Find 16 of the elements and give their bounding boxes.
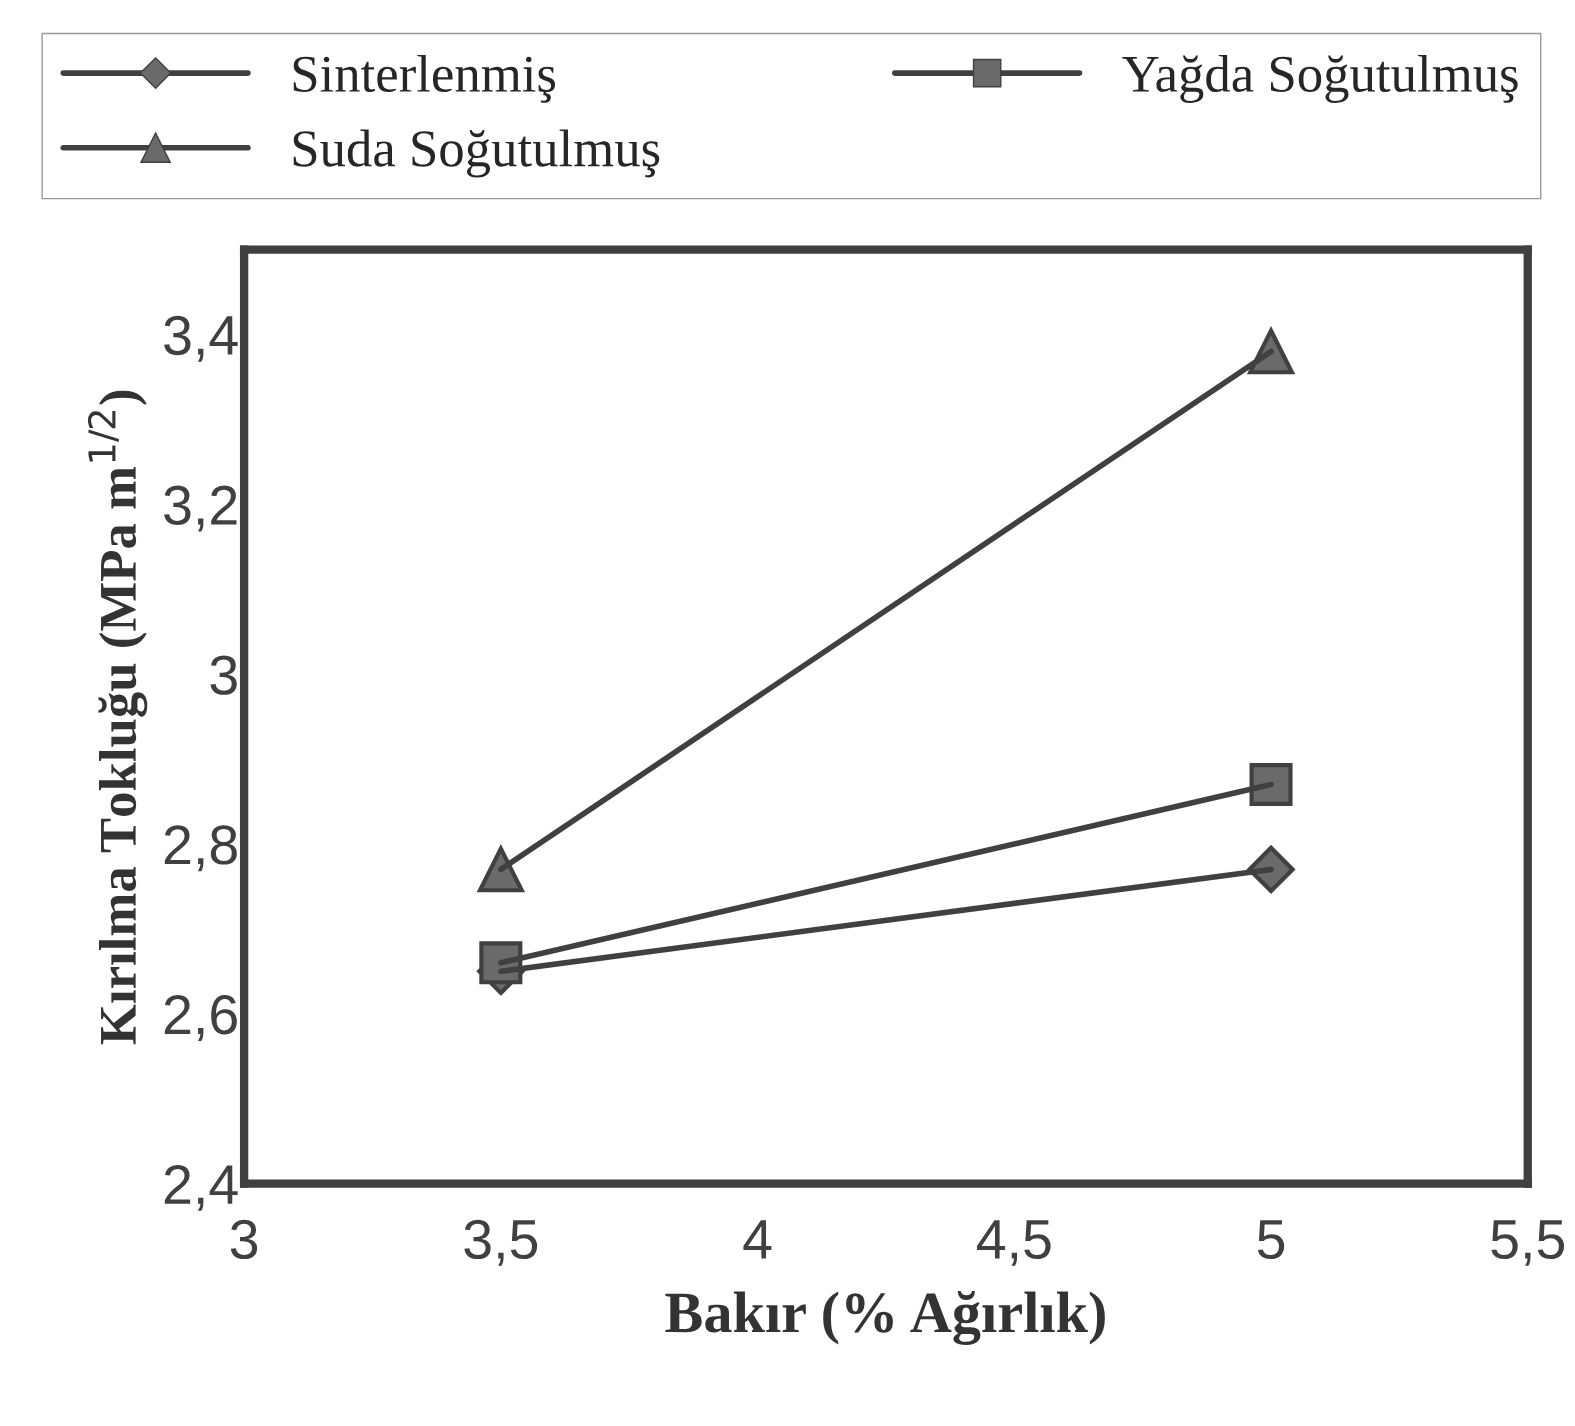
x-tick-label: 4,5 <box>976 1220 1051 1266</box>
legend-label: Yağda Soğutulmuş <box>1122 54 1518 103</box>
y-tick-label: 3,2 <box>164 485 237 532</box>
y-tick-label: 2,6 <box>164 995 237 1041</box>
y-tick-label: 3,4 <box>164 315 238 362</box>
legend-label: Sinterlenmiş <box>293 54 556 103</box>
x-tick-label: 4 <box>743 1220 772 1259</box>
x-tick-label: 5,5 <box>1491 1220 1565 1266</box>
y-tick-label: 3 <box>210 655 237 695</box>
y-tick-label: 2,4 <box>164 1164 238 1211</box>
y-tick-label: 2,8 <box>164 825 237 872</box>
y-axis-title: Kırılma Tokluğu (MPa m$^{1/2}$) <box>87 390 148 1045</box>
x-tick-label: 3,5 <box>464 1219 538 1266</box>
x-tick-label: 5 <box>1257 1220 1285 1260</box>
x-axis-title: Bakır (% Ağırlık) <box>665 1290 1105 1345</box>
legend-label: Suda Soğutulmuş <box>293 129 660 178</box>
